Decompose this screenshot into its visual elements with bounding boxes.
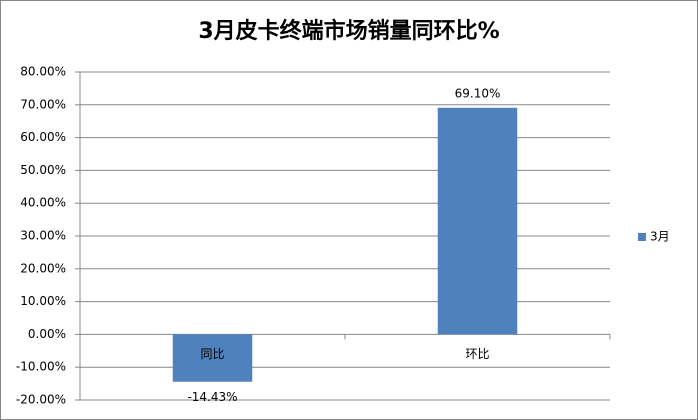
value-label: -14.43% <box>187 390 237 404</box>
chart-title: 3月皮卡终端市场销量同环比% <box>198 18 499 44</box>
x-tick-label: 环比 <box>465 347 489 361</box>
bar <box>172 334 253 382</box>
bar <box>437 107 518 335</box>
y-tick-label: 70.00% <box>20 97 66 111</box>
y-tick-label: 20.00% <box>20 261 66 275</box>
y-tick-label: -20.00% <box>16 393 66 407</box>
y-tick-label: 60.00% <box>20 130 66 144</box>
y-tick-label: 40.00% <box>20 196 66 210</box>
y-tick-label: 0.00% <box>28 327 66 341</box>
y-tick-label: 50.00% <box>20 163 66 177</box>
x-tick-label: 同比 <box>200 347 224 361</box>
y-tick-label: -10.00% <box>16 360 66 374</box>
legend-swatch <box>638 233 646 241</box>
y-tick-label: 30.00% <box>20 229 66 243</box>
value-label: 69.10% <box>455 86 501 100</box>
legend-label: 3月 <box>650 230 670 244</box>
y-tick-label: 80.00% <box>20 65 66 79</box>
y-tick-label: 10.00% <box>20 294 66 308</box>
